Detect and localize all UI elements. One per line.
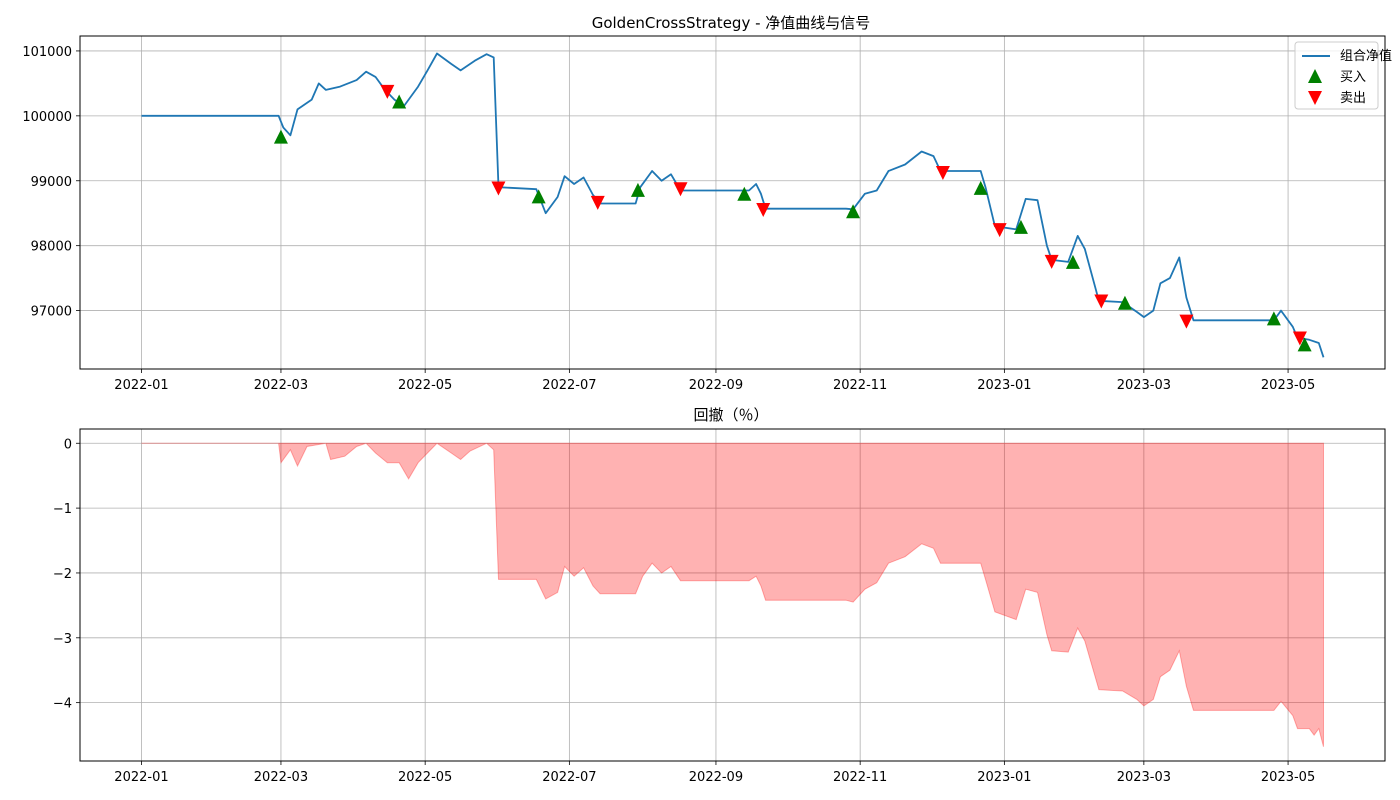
y-tick-label: 99000 bbox=[31, 175, 72, 190]
buy-marker bbox=[630, 182, 645, 197]
x-tick-label: 2022-09 bbox=[689, 378, 743, 393]
net-value-title: GoldenCrossStrategy - 净值曲线与信号 bbox=[592, 14, 871, 32]
x-tick-label: 2022-11 bbox=[833, 378, 887, 393]
x-tick-label: 2022-11 bbox=[833, 770, 887, 785]
x-tick-label: 2023-03 bbox=[1117, 770, 1171, 785]
sell-marker bbox=[1044, 254, 1059, 269]
drawdown-title: 回撤（％） bbox=[693, 406, 768, 424]
buy-marker bbox=[973, 180, 988, 195]
legend-label-net-value: 组合净值 bbox=[1340, 48, 1392, 64]
legend-buy-marker bbox=[1308, 69, 1322, 83]
drawdown-axes-frame bbox=[79, 428, 1386, 762]
buy-marker bbox=[531, 189, 546, 204]
legend-sell-marker bbox=[1308, 91, 1322, 105]
x-tick-label: 2023-05 bbox=[1261, 378, 1315, 393]
drawdown-plot bbox=[141, 442, 1324, 747]
sell-marker bbox=[673, 182, 688, 197]
x-tick-label: 2022-07 bbox=[542, 770, 596, 785]
buy-marker bbox=[1266, 311, 1281, 326]
legend-label-sell: 卖出 bbox=[1340, 91, 1366, 106]
sell-marker bbox=[1179, 314, 1194, 329]
sell-marker bbox=[1094, 294, 1109, 309]
drawdown-grid bbox=[80, 429, 1385, 761]
x-tick-label: 2023-01 bbox=[977, 770, 1031, 785]
drawdown-chart: 回撤（％） 2022-01 2022-03 2022-05 2022-07 2022-0… bbox=[53, 406, 1386, 785]
buy-marker bbox=[846, 204, 861, 219]
y-tick-label: −2 bbox=[53, 567, 72, 582]
net-value-grid bbox=[80, 36, 1385, 369]
net-value-chart: GoldenCrossStrategy - 净值曲线与信号 2022-01 202… bbox=[22, 14, 1392, 393]
net-value-x-ticks: 2022-01 2022-03 2022-05 2022-07 2022-09 2022-… bbox=[114, 369, 1315, 393]
x-tick-label: 2022-05 bbox=[398, 770, 452, 785]
sell-marker bbox=[1292, 331, 1307, 346]
x-tick-label: 2022-03 bbox=[254, 770, 308, 785]
x-tick-label: 2022-09 bbox=[689, 770, 743, 785]
net-value-plot bbox=[141, 52, 1325, 358]
buy-marker bbox=[1117, 295, 1132, 310]
x-tick-label: 2022-05 bbox=[398, 378, 452, 393]
buy-marker bbox=[273, 129, 288, 144]
buy-marker bbox=[1065, 254, 1080, 269]
legend-label-buy: 买入 bbox=[1340, 70, 1366, 85]
y-tick-label: 100000 bbox=[22, 110, 72, 125]
sell-marker bbox=[590, 195, 605, 210]
drawdown-y-ticks: 0 −1 −2 −3 −4 bbox=[53, 437, 80, 712]
x-tick-label: 2022-07 bbox=[542, 378, 596, 393]
buy-marker bbox=[1013, 219, 1028, 234]
sell-marker bbox=[491, 181, 506, 196]
x-tick-label: 2022-03 bbox=[254, 378, 308, 393]
y-tick-label: −4 bbox=[53, 697, 72, 712]
buy-marker bbox=[1297, 337, 1312, 352]
legend: 组合净值 买入 卖出 bbox=[1294, 41, 1392, 110]
buy-marker bbox=[392, 94, 407, 109]
y-tick-label: 0 bbox=[64, 437, 72, 452]
drawdown-area bbox=[141, 442, 1324, 747]
sell-marker bbox=[992, 223, 1007, 238]
buy-marker bbox=[737, 186, 752, 201]
net-value-y-ticks: 97000 98000 99000 100000 101000 bbox=[22, 45, 80, 320]
sell-marker bbox=[380, 84, 395, 99]
sell-marker bbox=[756, 202, 771, 217]
x-tick-label: 2023-03 bbox=[1117, 378, 1171, 393]
x-tick-label: 2023-05 bbox=[1261, 770, 1315, 785]
y-tick-label: 98000 bbox=[31, 240, 72, 255]
sell-marker bbox=[935, 165, 950, 180]
net-value-line bbox=[141, 52, 1325, 358]
y-tick-label: −1 bbox=[53, 502, 72, 517]
x-tick-label: 2022-01 bbox=[114, 378, 168, 393]
y-tick-label: −3 bbox=[53, 632, 72, 647]
drawdown-x-ticks: 2022-01 2022-03 2022-05 2022-07 2022-09 2022-… bbox=[114, 761, 1315, 785]
x-tick-label: 2022-01 bbox=[114, 770, 168, 785]
net-value-axes-frame bbox=[79, 35, 1386, 370]
y-tick-label: 97000 bbox=[31, 305, 72, 320]
x-tick-label: 2023-01 bbox=[977, 378, 1031, 393]
y-tick-label: 101000 bbox=[22, 45, 72, 60]
